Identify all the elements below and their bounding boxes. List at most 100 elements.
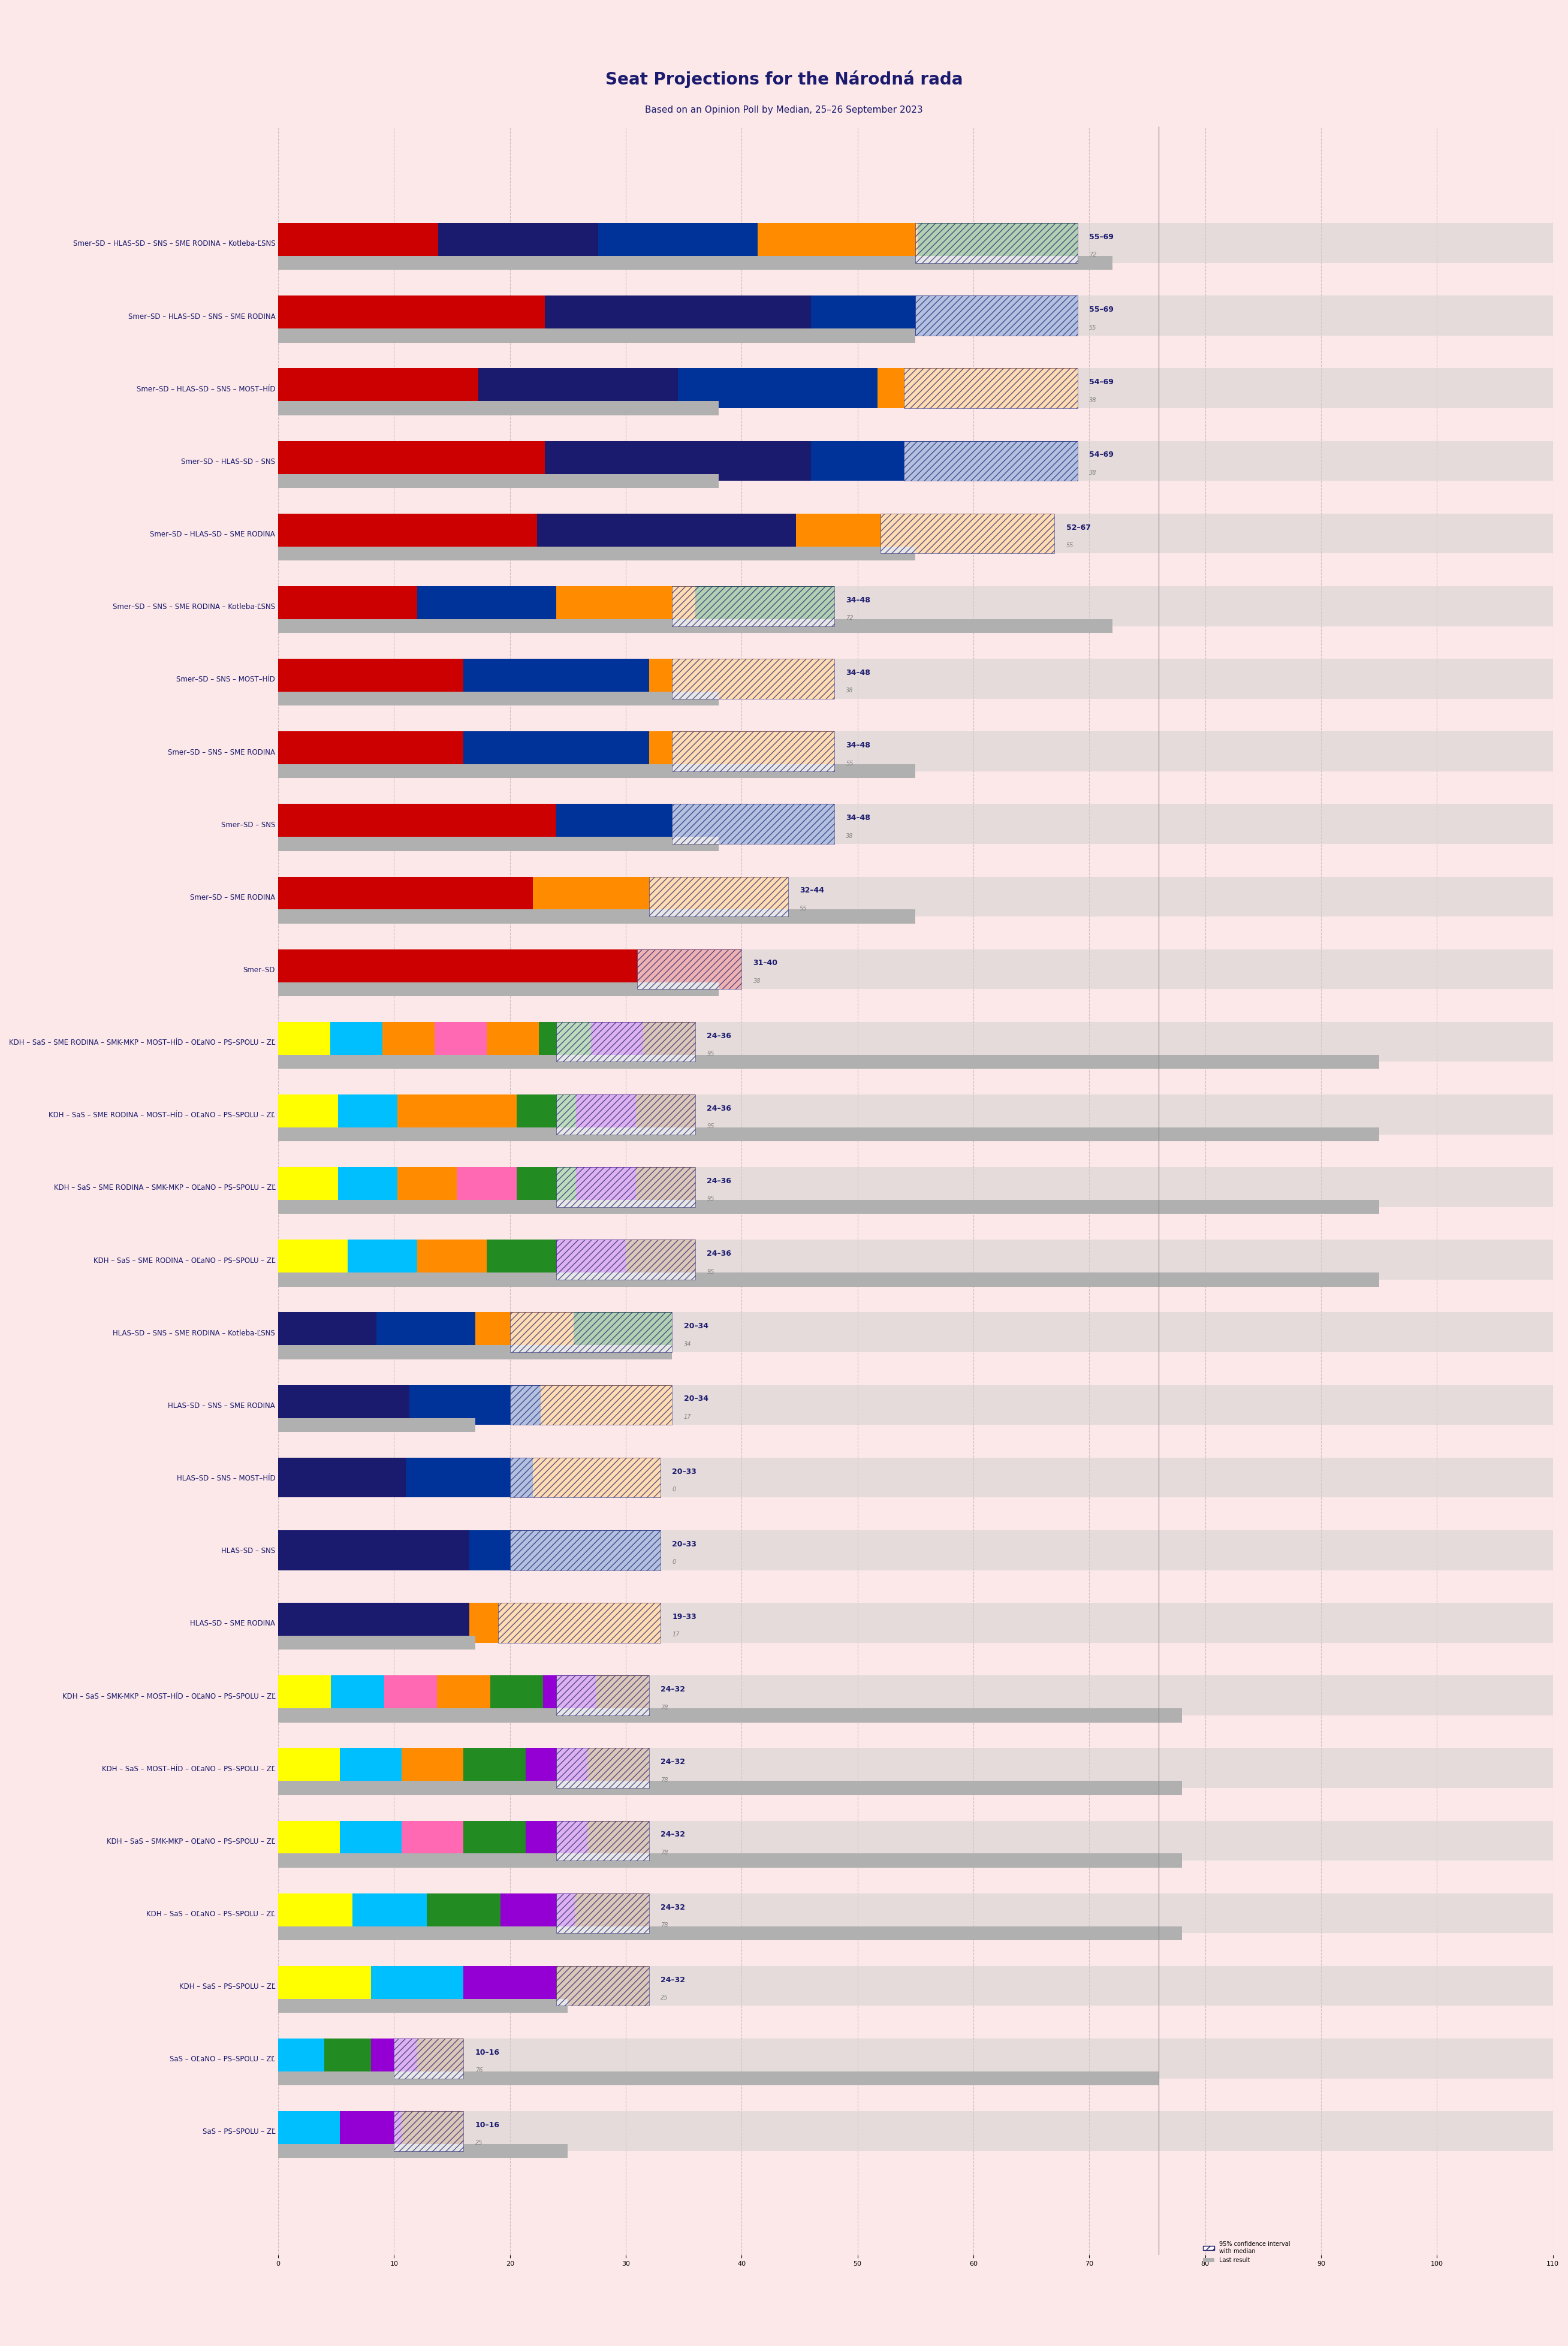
Bar: [278, 1272, 1378, 1286]
Bar: [278, 223, 437, 263]
Bar: [525, 1748, 586, 1788]
Bar: [397, 1166, 456, 1208]
Text: 20–33: 20–33: [673, 1541, 696, 1548]
Bar: [557, 1820, 649, 1860]
Text: 38: 38: [753, 978, 760, 985]
Bar: [278, 1417, 475, 1431]
Bar: [278, 328, 916, 343]
Text: 24–32: 24–32: [660, 1975, 685, 1985]
Bar: [278, 1820, 340, 1860]
Bar: [278, 1056, 1378, 1070]
Bar: [278, 1311, 1552, 1351]
Bar: [337, 1096, 397, 1135]
Bar: [278, 1128, 1378, 1143]
Bar: [516, 1096, 575, 1135]
Text: 55: 55: [1066, 542, 1074, 549]
Bar: [278, 877, 1552, 917]
Bar: [278, 1239, 348, 1279]
Bar: [278, 1166, 1552, 1208]
Bar: [417, 1239, 486, 1279]
Text: 95: 95: [707, 1269, 715, 1274]
Bar: [417, 586, 557, 626]
Text: Seat Projections for the Národná rada: Seat Projections for the Národná rada: [605, 70, 963, 89]
Bar: [278, 805, 557, 845]
Bar: [673, 586, 834, 626]
Text: 34–48: 34–48: [845, 814, 870, 821]
Text: 20–34: 20–34: [684, 1323, 709, 1330]
Text: 55: 55: [845, 760, 853, 767]
Bar: [278, 1023, 331, 1063]
Bar: [406, 1457, 533, 1497]
Bar: [881, 514, 1055, 554]
Text: 10–16: 10–16: [475, 2121, 500, 2130]
Bar: [635, 1166, 695, 1208]
Text: Based on an Opinion Poll by Median, 25–26 September 2023: Based on an Opinion Poll by Median, 25–2…: [644, 106, 924, 115]
Bar: [557, 1166, 695, 1208]
Text: 72: 72: [1090, 251, 1096, 258]
Bar: [586, 1820, 649, 1860]
Text: 24–32: 24–32: [660, 1830, 685, 1839]
Text: 54–69: 54–69: [1090, 378, 1113, 387]
Text: 17: 17: [684, 1415, 691, 1419]
Bar: [557, 1239, 695, 1279]
Bar: [510, 1311, 673, 1351]
Bar: [456, 1166, 516, 1208]
Bar: [278, 732, 1552, 772]
Bar: [464, 1748, 525, 1788]
Bar: [278, 1853, 1182, 1867]
Bar: [278, 732, 464, 772]
Bar: [278, 950, 1552, 990]
Bar: [278, 659, 464, 699]
Bar: [278, 401, 718, 415]
Bar: [903, 441, 1077, 481]
Bar: [557, 1966, 649, 2006]
Bar: [557, 1966, 649, 2006]
Legend: 95% confidence interval
with median, Last result: 95% confidence interval with median, Las…: [1201, 2238, 1292, 2266]
Bar: [278, 1239, 1552, 1279]
Bar: [278, 514, 536, 554]
Bar: [278, 547, 916, 561]
Bar: [649, 659, 834, 699]
Bar: [757, 223, 917, 263]
Text: 24–36: 24–36: [707, 1105, 731, 1112]
Bar: [278, 1999, 568, 2013]
Bar: [510, 1384, 673, 1424]
Bar: [916, 296, 1077, 335]
Bar: [543, 1675, 596, 1715]
Bar: [575, 1893, 649, 1933]
Bar: [278, 2039, 325, 2079]
Bar: [401, 1748, 464, 1788]
Bar: [278, 1530, 469, 1569]
Bar: [575, 1096, 635, 1135]
Bar: [372, 1966, 464, 2006]
Bar: [340, 1748, 401, 1788]
Bar: [384, 1675, 437, 1715]
Bar: [673, 732, 834, 772]
Bar: [643, 1023, 695, 1063]
Bar: [557, 1748, 649, 1788]
Bar: [278, 1893, 1552, 1933]
Bar: [278, 1166, 337, 1208]
Bar: [278, 1530, 1552, 1569]
Text: 38: 38: [845, 833, 853, 840]
Bar: [278, 659, 1552, 699]
Bar: [278, 1201, 1378, 1213]
Bar: [278, 619, 1112, 633]
Bar: [811, 441, 1077, 481]
Text: 55: 55: [800, 906, 808, 913]
Bar: [278, 1675, 331, 1715]
Bar: [469, 1602, 660, 1642]
Bar: [278, 983, 718, 997]
Bar: [278, 514, 1552, 554]
Bar: [510, 1530, 660, 1569]
Bar: [278, 2072, 1159, 2086]
Bar: [278, 1344, 673, 1358]
Text: 38: 38: [1090, 396, 1096, 404]
Bar: [278, 1096, 337, 1135]
Bar: [278, 441, 544, 481]
Bar: [278, 223, 1552, 263]
Bar: [649, 732, 834, 772]
Bar: [376, 1311, 475, 1351]
Text: 76: 76: [475, 2067, 483, 2074]
Bar: [426, 1893, 500, 1933]
